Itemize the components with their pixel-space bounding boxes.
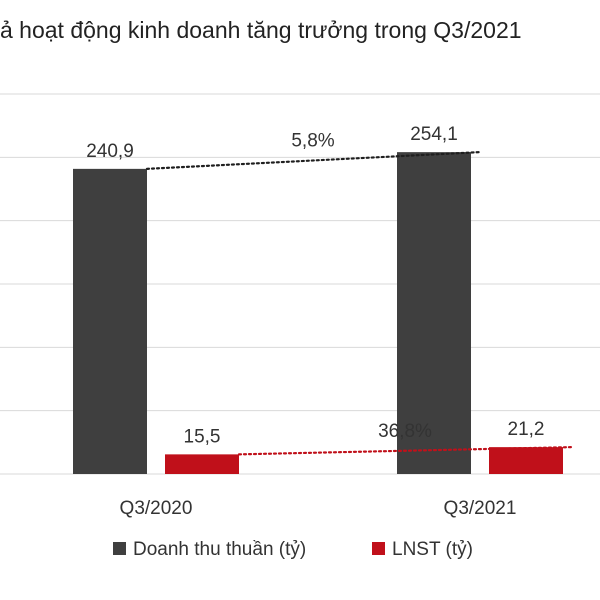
- legend-swatch: [113, 542, 126, 555]
- bar: [73, 168, 147, 475]
- data-label: 15,5: [184, 426, 221, 447]
- bars: [73, 152, 563, 475]
- bar: [397, 152, 471, 474]
- growth-annotation: 5,8%: [291, 131, 334, 152]
- data-label: 21,2: [508, 419, 545, 440]
- growth-line: [237, 446, 573, 456]
- bar: [489, 447, 563, 474]
- x-tick-label: Q3/2020: [120, 498, 193, 519]
- legend-label: LNST (tỷ): [392, 539, 473, 560]
- growth-annotation: 36,8%: [378, 421, 432, 442]
- x-axis-ticks: Q3/2020 Q3/2021: [120, 498, 517, 519]
- data-label: 254,1: [410, 124, 458, 145]
- legend-swatch: [372, 542, 385, 555]
- legend-label: Doanh thu thuần (tỷ): [133, 539, 306, 560]
- growth-line: [145, 151, 481, 170]
- legend: Doanh thu thuần (tỷ) LNST (tỷ): [113, 539, 473, 560]
- growth-trend-lines: [145, 151, 573, 456]
- chart-title: ả hoạt động kinh doanh tăng trưởng trong…: [0, 17, 522, 43]
- bar: [165, 454, 239, 474]
- data-label: 240,9: [86, 141, 134, 162]
- data-labels: 240,9 254,1 15,5 21,2 5,8% 36,8%: [86, 124, 544, 447]
- x-tick-label: Q3/2021: [444, 498, 517, 519]
